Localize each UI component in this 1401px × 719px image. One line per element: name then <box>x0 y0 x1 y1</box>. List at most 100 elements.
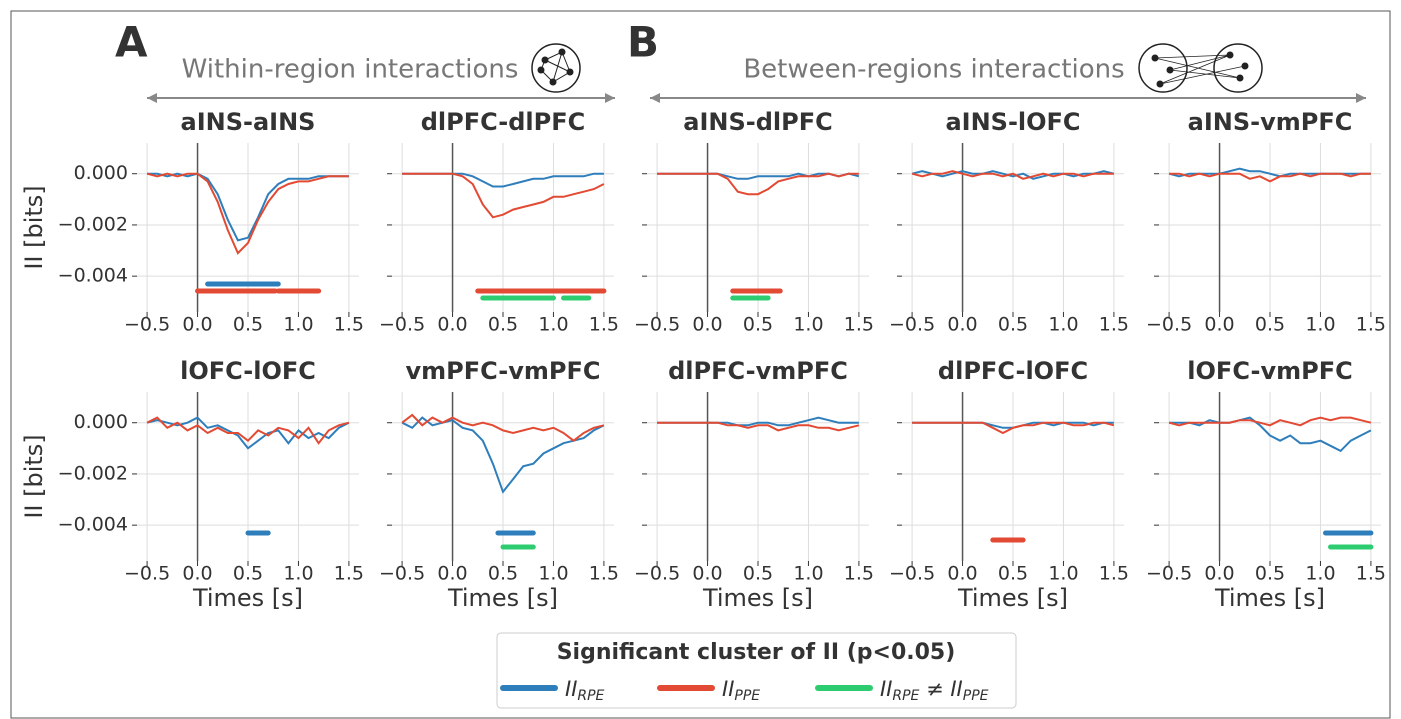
y-axis-label: II [bits] <box>20 434 48 518</box>
x-tick-label: 0.5 <box>998 563 1028 585</box>
series-line <box>401 416 605 494</box>
x-tick-label: 0.0 <box>1204 314 1234 336</box>
x-tick-label: 0.0 <box>947 563 977 585</box>
series-line <box>657 421 860 432</box>
x-axis-label: Times [s] <box>447 584 558 612</box>
panel-title: vmPFC-vmPFC <box>405 357 600 385</box>
legend-subscript: PPE <box>963 688 989 704</box>
legend-text: ≠ II <box>919 677 962 701</box>
series-line <box>146 416 350 445</box>
panel-letter: A <box>115 18 148 67</box>
x-tick-label: −0.5 <box>634 563 680 585</box>
x-tick-label: 1.5 <box>334 314 364 336</box>
x-tick-label: 1.5 <box>589 563 619 585</box>
x-tick-label: −0.5 <box>379 314 425 336</box>
series-line <box>912 421 1115 435</box>
series-line <box>911 170 1114 180</box>
legend-subscript: RPE <box>892 688 919 704</box>
figure-frame <box>10 10 1391 719</box>
x-axis-label: Times [s] <box>192 584 303 612</box>
y-tick-label: 0.000 <box>74 162 128 184</box>
x-tick-label: 1.5 <box>844 563 874 585</box>
x-tick-label: 1.0 <box>283 563 313 585</box>
x-tick-label: −0.5 <box>1146 563 1192 585</box>
series-line <box>657 172 859 196</box>
y-tick-label: −0.004 <box>58 265 128 287</box>
network-icon <box>1138 43 1263 93</box>
x-tick-label: 1.5 <box>844 314 874 336</box>
x-tick-label: 0.0 <box>437 314 467 336</box>
x-tick-label: −0.5 <box>124 563 170 585</box>
network-icon <box>531 43 581 93</box>
y-axis-label: II [bits] <box>20 185 48 269</box>
x-tick-label: 0.0 <box>182 563 212 585</box>
section-heading: Within-region interactions <box>182 55 519 85</box>
legend-title: Significant cluster of II (p<0.05) <box>557 640 956 665</box>
x-tick-label: 1.5 <box>1356 563 1386 585</box>
panel-title: lOFC-vmPFC <box>1187 357 1352 385</box>
legend-text: II <box>565 677 577 701</box>
section-heading: Between-regions interactions <box>743 55 1124 85</box>
panel-title: lOFC-lOFC <box>180 357 316 385</box>
y-tick-label: −0.002 <box>58 462 128 484</box>
panel-letter: B <box>627 18 659 67</box>
x-tick-label: −0.5 <box>889 563 935 585</box>
series-line <box>402 172 605 219</box>
panel-title: aINS-lOFC <box>945 108 1080 136</box>
y-tick-label: −0.004 <box>58 514 128 536</box>
x-tick-label: 1.5 <box>1099 563 1129 585</box>
y-tick-label: −0.002 <box>58 213 128 235</box>
x-tick-label: 0.5 <box>743 314 773 336</box>
x-tick-label: 1.5 <box>1356 314 1386 336</box>
x-tick-label: 0.0 <box>692 314 722 336</box>
legend-label: IIPPE <box>722 677 760 704</box>
x-tick-label: 1.0 <box>538 563 568 585</box>
x-tick-label: 1.0 <box>1305 563 1335 585</box>
x-tick-label: 1.0 <box>1048 563 1078 585</box>
x-tick-label: 0.0 <box>437 563 467 585</box>
panel-title: aINS-aINS <box>181 108 316 136</box>
x-tick-label: 0.5 <box>233 563 263 585</box>
x-tick-label: 0.0 <box>947 314 977 336</box>
x-tick-label: 1.0 <box>793 563 823 585</box>
series-line <box>146 172 349 255</box>
x-tick-label: 1.5 <box>1099 314 1129 336</box>
legend-box <box>496 632 1017 709</box>
x-tick-label: 0.5 <box>1255 314 1285 336</box>
series-line <box>401 413 605 442</box>
series-line <box>1168 416 1372 427</box>
x-tick-label: 0.5 <box>233 314 263 336</box>
x-tick-label: 1.0 <box>283 314 313 336</box>
panel-title: dlPFC-dlPFC <box>421 108 586 136</box>
x-tick-label: −0.5 <box>634 314 680 336</box>
x-tick-label: 1.0 <box>793 314 823 336</box>
x-tick-label: 1.5 <box>334 563 364 585</box>
legend-subscript: PPE <box>734 688 760 704</box>
panel-title: aINS-dlPFC <box>683 108 832 136</box>
x-axis-label: Times [s] <box>1214 584 1325 612</box>
x-tick-label: 0.5 <box>743 563 773 585</box>
legend-label: IIRPE <box>565 677 605 704</box>
x-tick-label: 0.5 <box>998 314 1028 336</box>
x-tick-label: −0.5 <box>889 314 935 336</box>
legend-text: II <box>880 677 892 701</box>
x-axis-label: Times [s] <box>702 584 813 612</box>
x-tick-label: −0.5 <box>124 314 170 336</box>
legend-label: IIRPE ≠ IIPPE <box>880 677 989 704</box>
x-tick-label: 1.0 <box>1048 314 1078 336</box>
panel-title: dlPFC-lOFC <box>938 357 1088 385</box>
x-tick-label: 1.5 <box>589 314 619 336</box>
x-tick-label: −0.5 <box>1146 314 1192 336</box>
x-tick-label: −0.5 <box>379 563 425 585</box>
legend-text: II <box>722 677 734 701</box>
panel-title: dlPFC-vmPFC <box>668 357 848 385</box>
x-tick-label: 0.0 <box>182 314 212 336</box>
x-tick-label: 0.0 <box>692 563 722 585</box>
x-tick-label: 1.0 <box>1305 314 1335 336</box>
x-tick-label: 0.5 <box>1255 563 1285 585</box>
panel-title: aINS-vmPFC <box>1188 108 1353 136</box>
y-tick-label: 0.000 <box>74 411 128 433</box>
x-tick-label: 0.5 <box>488 314 518 336</box>
x-tick-label: 1.0 <box>538 314 568 336</box>
